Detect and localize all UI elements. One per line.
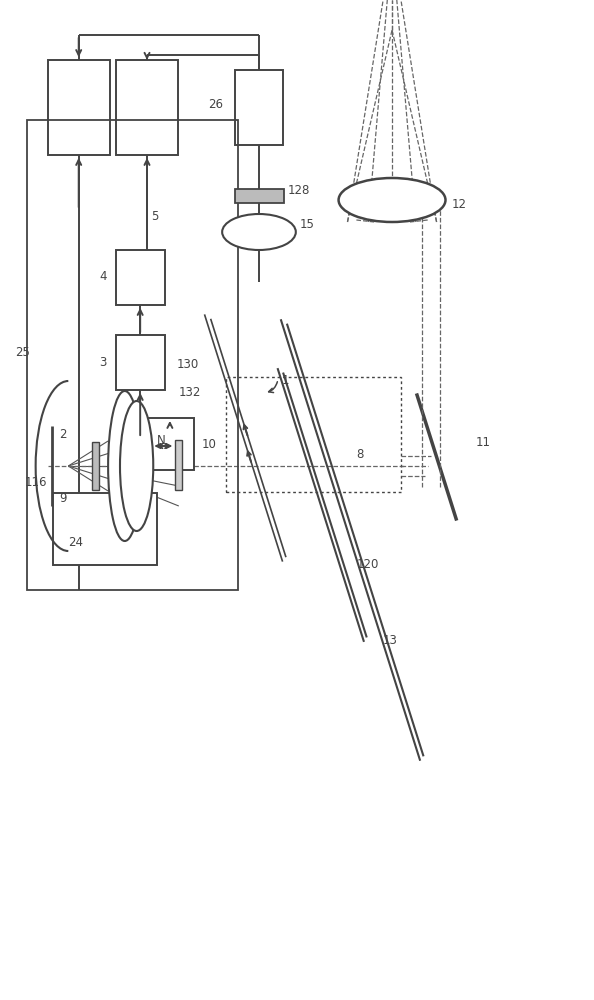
Bar: [53, 493, 157, 565]
Text: 5: 5: [151, 210, 159, 223]
Text: 24: 24: [68, 536, 83, 550]
Text: 3: 3: [100, 356, 107, 368]
Text: 2: 2: [59, 428, 67, 442]
Text: 4: 4: [99, 270, 107, 284]
Bar: [235, 70, 283, 145]
Ellipse shape: [120, 401, 153, 531]
Text: 11: 11: [475, 436, 490, 448]
Bar: [146, 418, 194, 470]
Ellipse shape: [222, 214, 296, 250]
Bar: [48, 60, 110, 155]
Text: 132: 132: [178, 385, 201, 398]
Bar: [116, 335, 165, 390]
Text: 26: 26: [208, 99, 223, 111]
Text: 1: 1: [282, 373, 290, 386]
Text: 12: 12: [451, 198, 466, 212]
Bar: [27, 120, 238, 590]
Bar: [175, 440, 182, 490]
Text: 116: 116: [25, 477, 48, 489]
Bar: [235, 189, 284, 203]
Bar: [226, 377, 401, 492]
Ellipse shape: [339, 178, 446, 222]
Text: 13: 13: [383, 634, 398, 647]
Text: 120: 120: [356, 558, 379, 572]
Text: 10: 10: [202, 438, 217, 452]
Bar: [116, 60, 178, 155]
Bar: [92, 442, 99, 490]
Text: 25: 25: [15, 347, 30, 360]
Text: N: N: [157, 434, 166, 448]
Text: 15: 15: [300, 219, 315, 232]
Bar: [116, 250, 165, 305]
Text: 8: 8: [356, 448, 364, 462]
Text: 128: 128: [288, 184, 311, 196]
Text: 9: 9: [59, 491, 67, 504]
Ellipse shape: [108, 391, 141, 541]
Text: 130: 130: [177, 359, 199, 371]
